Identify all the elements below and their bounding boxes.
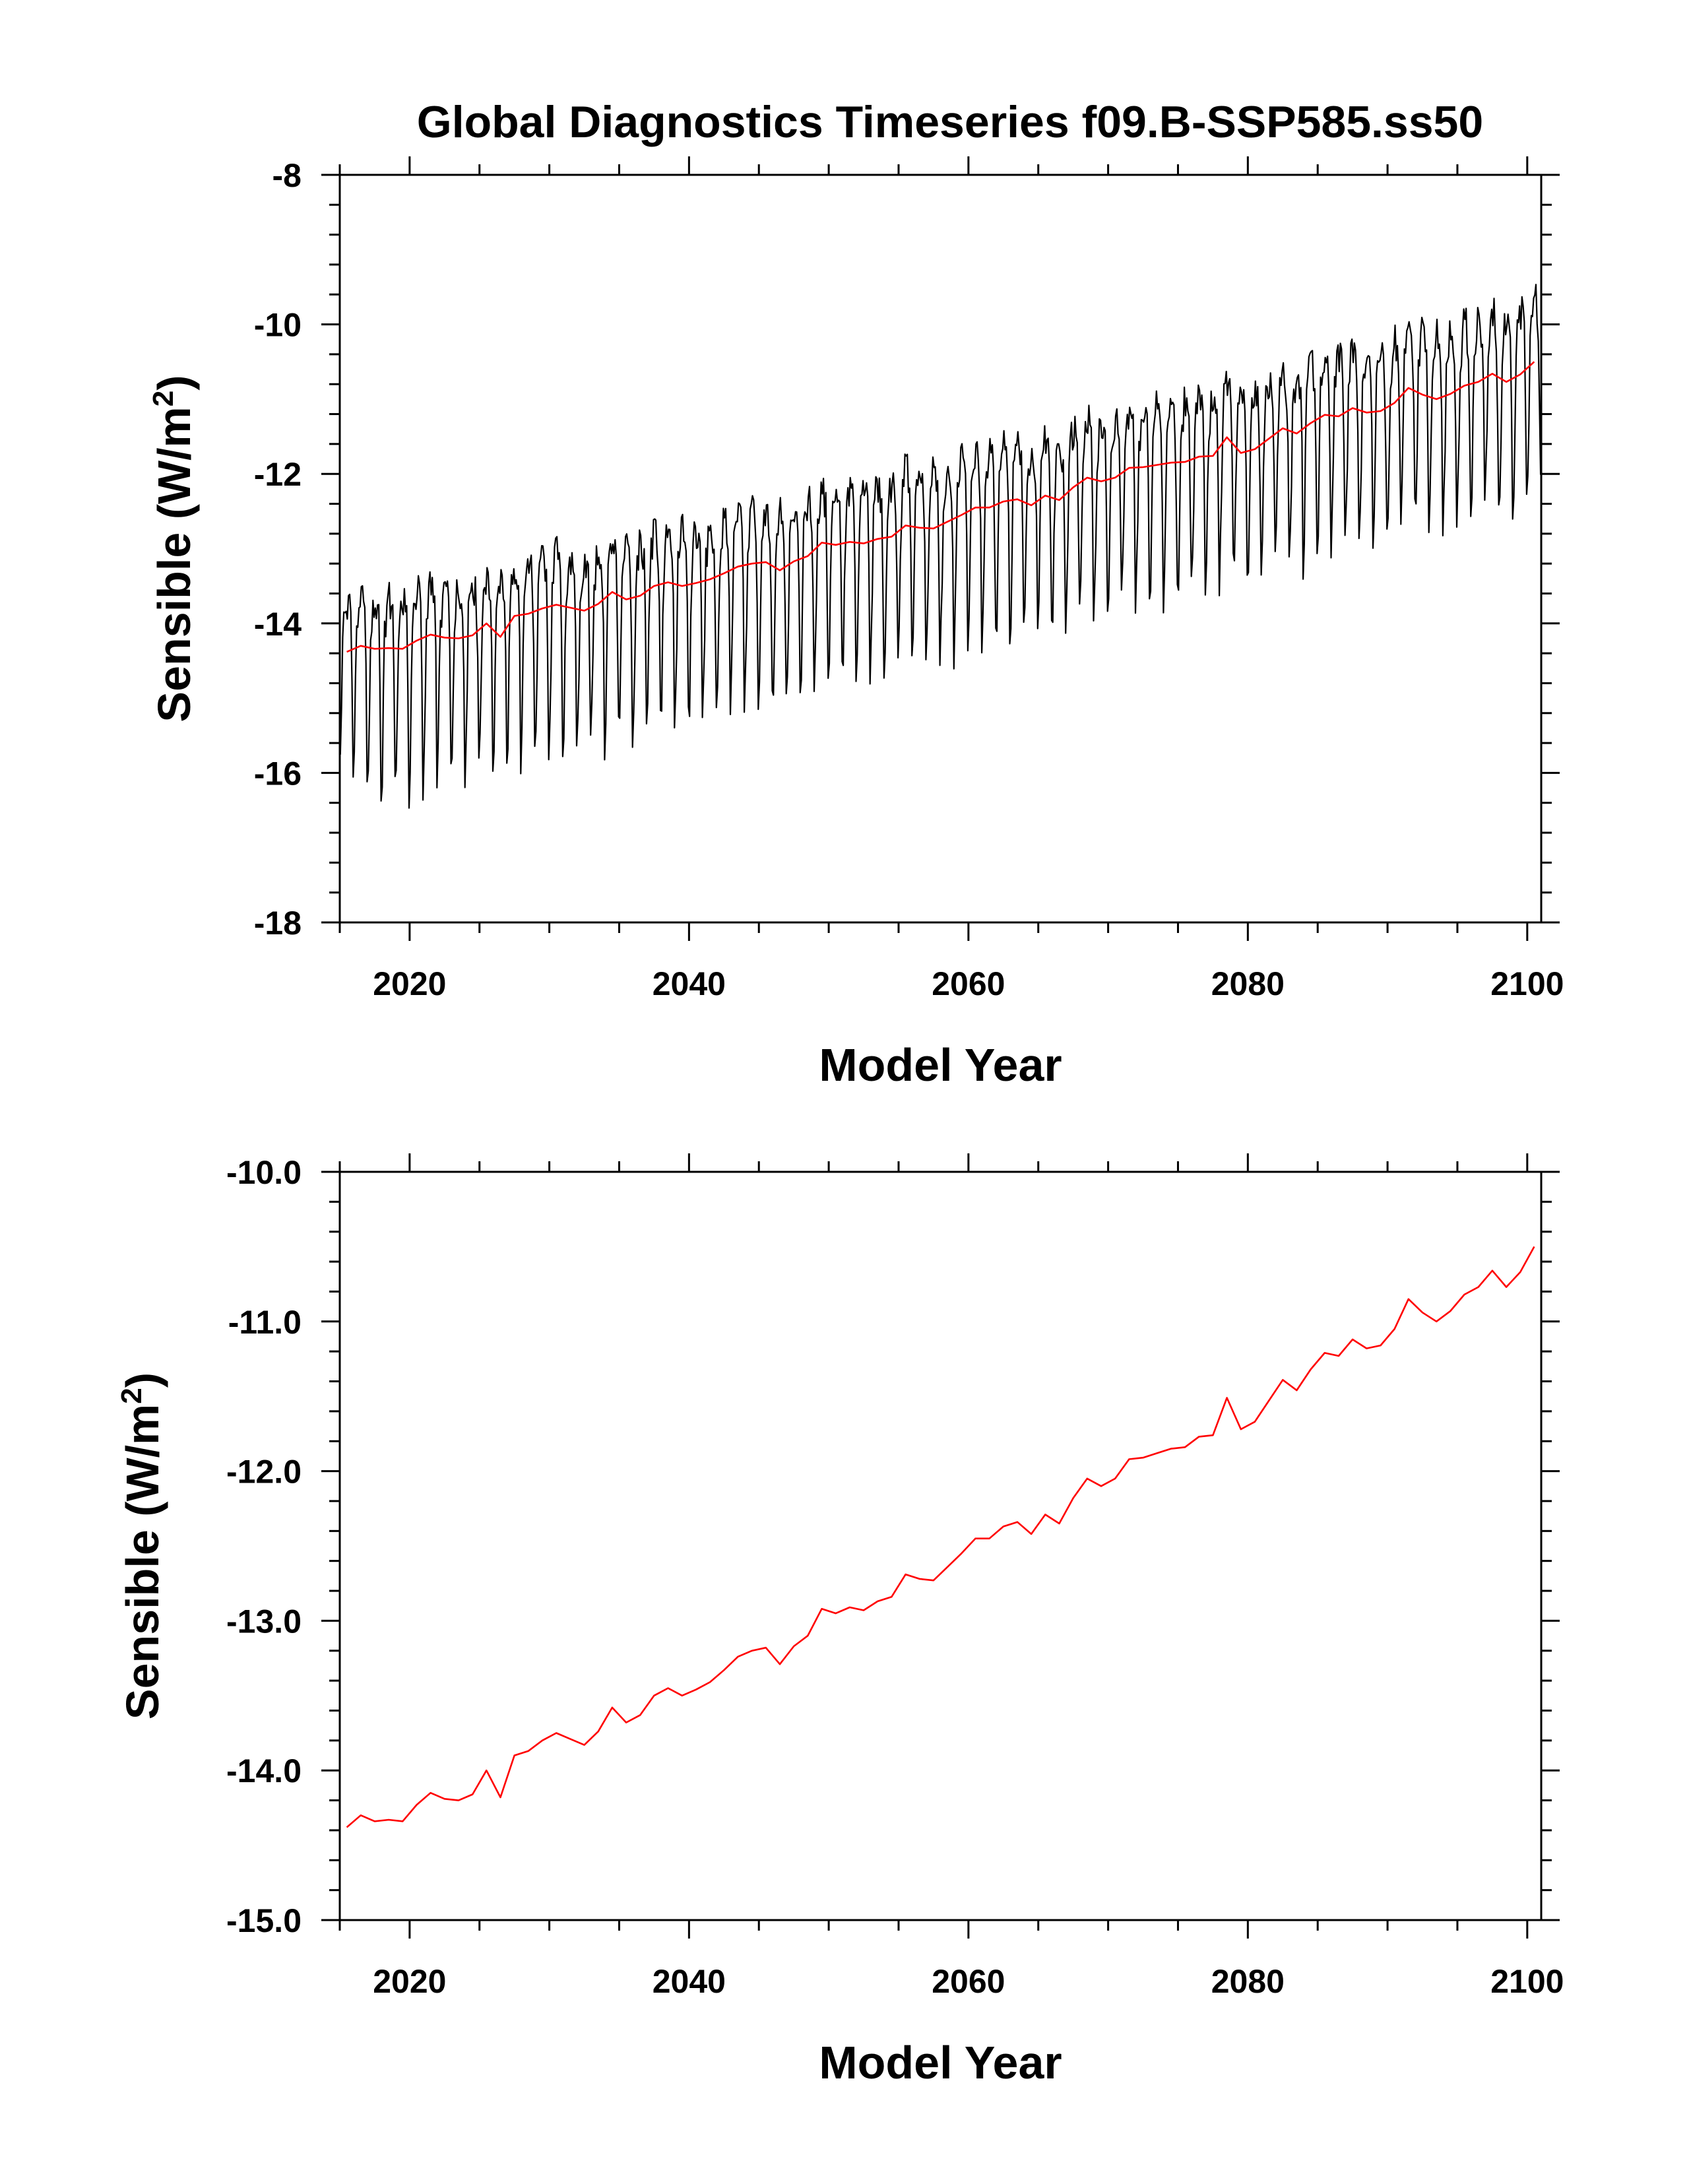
plot-data [346, 1246, 1535, 1828]
y-axis-title-close: ) [117, 1372, 168, 1388]
axis-ticks [321, 1153, 1560, 1939]
y-axis-title-superscript: 2 [147, 391, 179, 406]
plot-frame [338, 1171, 1543, 1921]
figure-title: Global Diagnostics Timeseries f09.B-SSP5… [417, 97, 1483, 147]
plot-frame [338, 174, 1543, 924]
y-axis-title-superscript: 2 [115, 1388, 148, 1403]
annual-mean-series-line [346, 361, 1535, 653]
y-tick-label: -18 [254, 905, 302, 942]
y-axis-title-text: Sensible (W/m [117, 1404, 168, 1719]
x-axis-title: Model Year [819, 1039, 1062, 1091]
x-tick-label: 2040 [653, 1963, 726, 2000]
y-tick-label: -12 [254, 456, 302, 493]
y-axis-title-close: ) [148, 375, 200, 390]
monthly-series-line [340, 284, 1541, 809]
y-tick-label: -15.0 [226, 1902, 302, 1939]
x-tick-label: 2060 [932, 965, 1005, 1002]
x-tick-label: 2020 [373, 1963, 446, 2000]
x-tick-label: 2100 [1490, 965, 1564, 1002]
x-tick-label: 2080 [1211, 1963, 1285, 2000]
y-tick-label: -12.0 [226, 1454, 302, 1491]
y-tick-label: -8 [272, 157, 302, 194]
x-tick-label: 2060 [932, 1963, 1005, 2000]
annual-mean-series-line [346, 1246, 1535, 1828]
x-axis-title: Model Year [819, 2037, 1062, 2088]
y-axis-title-text: Sensible (W/m [148, 406, 200, 722]
y-axis-title: Sensible (W/m2) [147, 375, 200, 722]
y-tick-label: -16 [254, 755, 302, 792]
y-tick-label: -10 [254, 307, 302, 344]
bottom-chart: 2020 2040 2060 2080 2100 -15.0 -14.0 -13.0 -12.0… [115, 1153, 1564, 2088]
top-chart: 2020 2040 2060 2080 2100 -18 -16 -14 -12 -10 -8 Mod… [147, 156, 1564, 1091]
x-tick-label: 2100 [1490, 1963, 1564, 2000]
y-tick-label: -13.0 [226, 1603, 302, 1640]
y-axis-title: Sensible (W/m2) [115, 1372, 168, 1719]
y-tick-label: -14.0 [226, 1752, 302, 1789]
x-tick-label: 2080 [1211, 965, 1285, 1002]
axis-ticks [321, 156, 1560, 941]
y-tick-label: -10.0 [226, 1154, 302, 1191]
plot-data [340, 284, 1541, 809]
y-tick-label: -14 [254, 606, 302, 643]
x-tick-label: 2020 [373, 965, 446, 1002]
x-tick-label: 2040 [653, 965, 726, 1002]
y-tick-label: -11.0 [228, 1304, 302, 1341]
